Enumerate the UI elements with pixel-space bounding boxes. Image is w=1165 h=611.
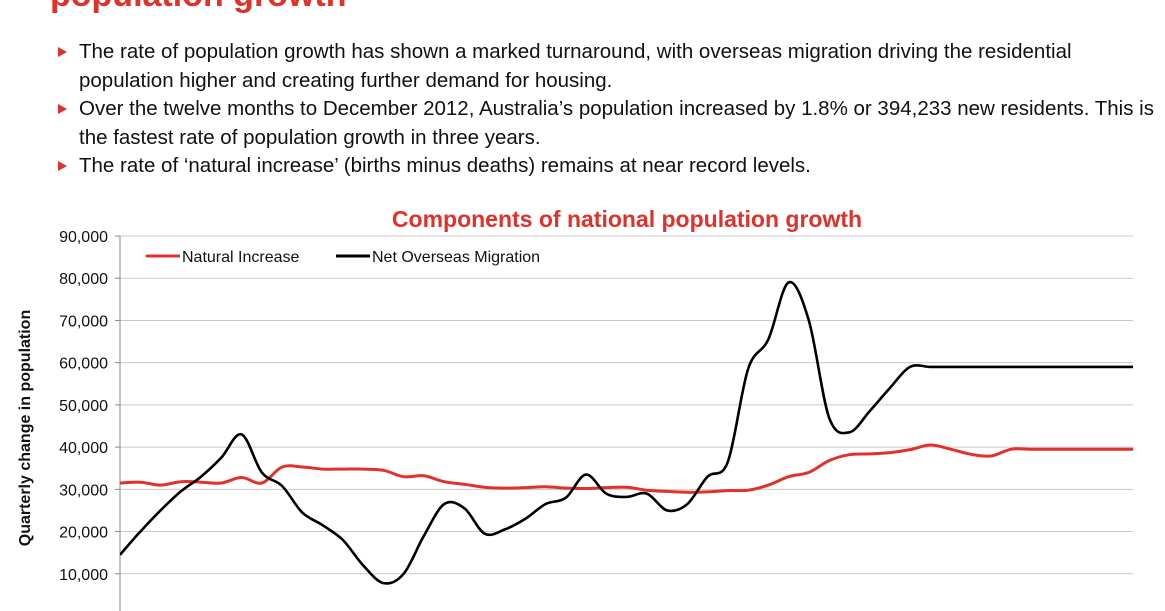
- bullet-item: Over the twelve months to December 2012,…: [58, 95, 1163, 152]
- legend-label-natural-increase: Natural Increase: [182, 249, 299, 266]
- y-tick-label: 60,000: [59, 356, 108, 373]
- bullet-text: The rate of population growth has shown …: [79, 40, 1072, 92]
- y-tick-label: 50,000: [59, 398, 108, 415]
- slide-title: population growth: [50, 0, 347, 15]
- y-axis-ticks: 10,000 20,000 30,000 40,000 50,000 60,000 70,0…: [59, 229, 120, 584]
- legend-label-net-overseas-migration: Net Overseas Migration: [372, 249, 540, 266]
- y-tick-label: 40,000: [59, 440, 108, 457]
- series-line-natural-increase: [120, 443, 1133, 494]
- y-tick-label: 80,000: [59, 271, 108, 288]
- bullet-arrow-icon: [58, 161, 67, 171]
- bullet-item: The rate of population growth has shown …: [58, 38, 1163, 95]
- chart-legend: Natural Increase Net Overseas Migration: [146, 249, 540, 266]
- bullet-item: The rate of ‘natural increase’ (births m…: [58, 152, 1163, 181]
- chart-series: [120, 280, 1133, 585]
- y-tick-label: 20,000: [59, 525, 108, 542]
- bullet-list: The rate of population growth has shown …: [58, 38, 1163, 181]
- series-line-net-overseas-migration: [120, 280, 1133, 585]
- chart-title: Components of national population growth: [392, 206, 862, 232]
- bullet-text: The rate of ‘natural increase’ (births m…: [79, 154, 811, 177]
- y-tick-label: 70,000: [59, 313, 108, 330]
- y-tick-label: 10,000: [59, 567, 108, 584]
- bullet-text: Over the twelve months to December 2012,…: [79, 97, 1154, 149]
- bullet-arrow-icon: [58, 104, 67, 114]
- y-axis-label: Quarterly change in population: [17, 310, 34, 546]
- chart-gridlines: [120, 235, 1133, 575]
- bullet-arrow-icon: [58, 47, 67, 57]
- y-tick-label: 90,000: [59, 229, 108, 246]
- y-tick-label: 30,000: [59, 482, 108, 499]
